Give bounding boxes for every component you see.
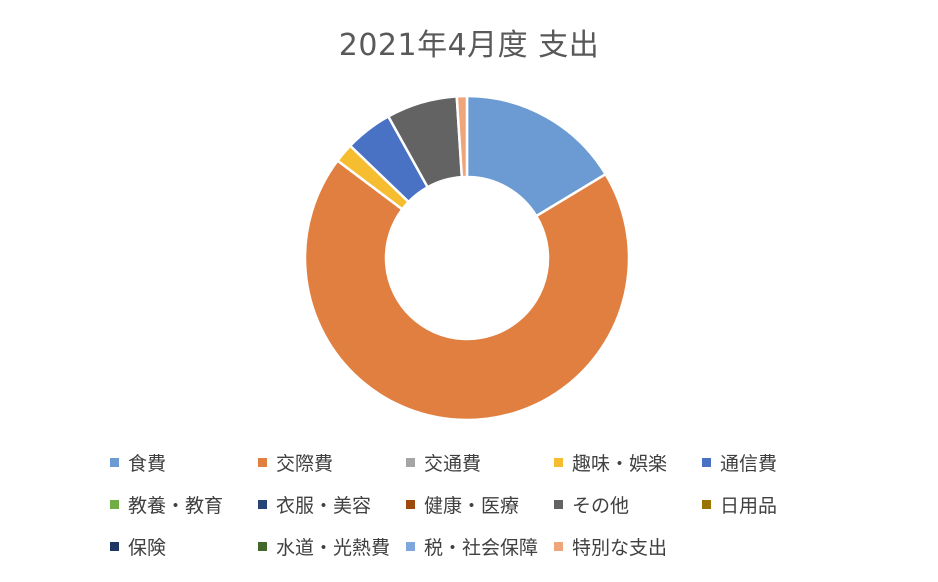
legend-swatch-10 (110, 541, 119, 551)
legend-label-1: 交際費 (276, 452, 334, 475)
chart-title: 2021年4月度 支出 (338, 28, 600, 63)
donut-slices (303, 94, 631, 422)
chart-legend: 食費 交際費 交通費 趣味・娯楽 通信費教養・教育 衣服・美容 健康・医療 その他 日用品保険 水… (110, 450, 850, 559)
legend-item-2: 交通費 (406, 450, 554, 475)
legend-item-10: 保険 (110, 534, 258, 559)
legend-item-4: 通信費 (702, 450, 850, 475)
legend-label-7: 健康・医療 (424, 494, 520, 517)
legend-swatch-6 (258, 499, 267, 509)
legend-swatch-12 (406, 541, 415, 551)
legend-label-12: 税・社会保障 (424, 536, 539, 559)
legend-label-9: 日用品 (720, 494, 778, 517)
slice-13 (455, 94, 469, 179)
legend-label-8: その他 (572, 494, 630, 517)
legend-swatch-11 (258, 541, 267, 551)
legend-item-8: その他 (554, 492, 702, 517)
legend-label-6: 衣服・美容 (276, 494, 372, 517)
legend-swatch-2 (406, 457, 415, 467)
legend-label-11: 水道・光熱費 (276, 536, 391, 559)
legend-item-13: 特別な支出 (554, 534, 702, 559)
legend-label-13: 特別な支出 (572, 536, 668, 559)
legend-swatch-9 (702, 499, 711, 509)
legend-swatch-4 (702, 457, 711, 467)
legend-item-6: 衣服・美容 (258, 492, 406, 517)
legend-item-11: 水道・光熱費 (258, 534, 406, 559)
legend-swatch-3 (554, 457, 563, 467)
legend-label-5: 教養・教育 (128, 494, 224, 517)
legend-swatch-1 (258, 457, 267, 467)
legend-swatch-5 (110, 499, 119, 509)
legend-swatch-0 (110, 457, 119, 467)
legend-swatch-8 (554, 499, 563, 509)
legend-item-3: 趣味・娯楽 (554, 450, 702, 475)
legend-label-2: 交通費 (424, 452, 482, 475)
legend-item-9: 日用品 (702, 492, 850, 517)
slice-1 (303, 158, 631, 422)
legend-item-7: 健康・医療 (406, 492, 554, 517)
legend-label-3: 趣味・娯楽 (572, 452, 668, 475)
legend-item-1: 交際費 (258, 450, 406, 475)
legend-swatch-13 (554, 541, 563, 551)
legend-item-0: 食費 (110, 450, 258, 475)
legend-label-4: 通信費 (720, 452, 778, 475)
legend-label-10: 保険 (128, 536, 167, 559)
legend-swatch-7 (406, 499, 415, 509)
legend-label-0: 食費 (128, 452, 167, 475)
legend-item-12: 税・社会保障 (406, 534, 554, 559)
legend-item-5: 教養・教育 (110, 492, 258, 517)
